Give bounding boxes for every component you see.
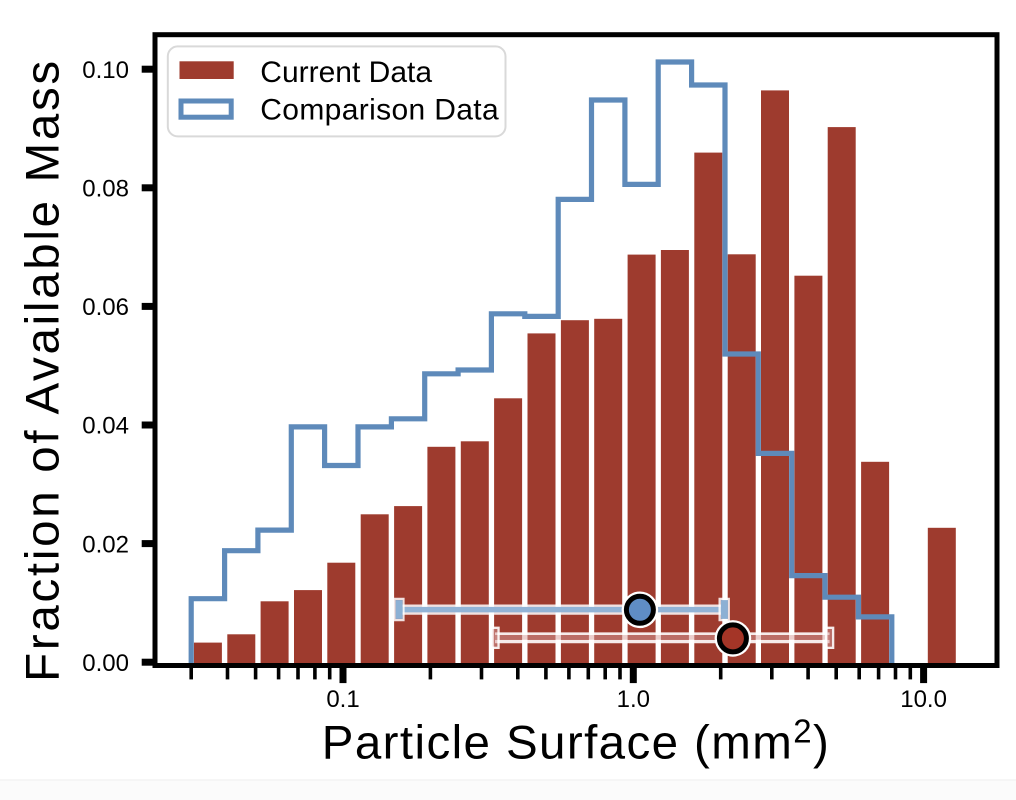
svg-text:1.0: 1.0 bbox=[617, 686, 650, 713]
svg-text:0.02: 0.02 bbox=[82, 531, 129, 558]
svg-text:Fraction of Available Mass: Fraction of Available Mass bbox=[17, 58, 70, 682]
svg-text:0.1: 0.1 bbox=[326, 686, 359, 713]
svg-text:Particle Surface (mm2): Particle Surface (mm2) bbox=[322, 713, 830, 770]
svg-text:0.08: 0.08 bbox=[82, 176, 129, 203]
svg-text:0.04: 0.04 bbox=[82, 413, 129, 440]
svg-text:0.00: 0.00 bbox=[82, 650, 129, 677]
svg-text:Current Data: Current Data bbox=[260, 56, 432, 89]
svg-text:10.0: 10.0 bbox=[900, 686, 947, 713]
svg-text:Comparison Data: Comparison Data bbox=[260, 94, 499, 127]
svg-text:0.06: 0.06 bbox=[82, 294, 129, 321]
svg-text:0.10: 0.10 bbox=[82, 57, 129, 84]
